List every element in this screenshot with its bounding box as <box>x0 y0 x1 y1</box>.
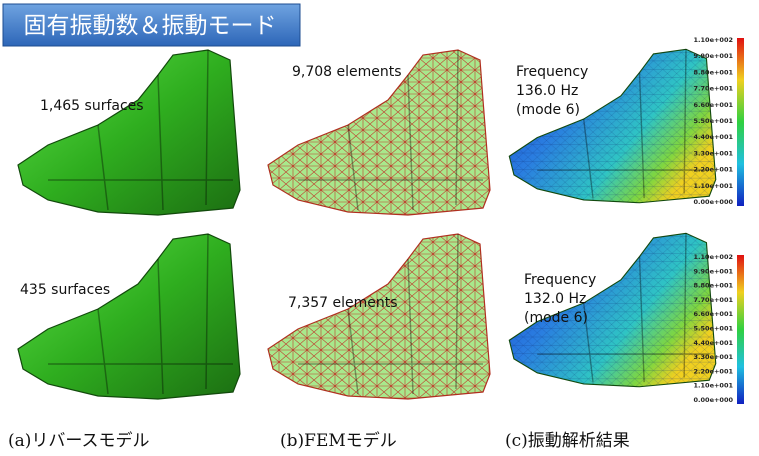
result-label: Frequency <box>516 64 588 80</box>
legend-label: 7.70e+001 <box>694 85 734 93</box>
legend-label: 8.80e+001 <box>694 282 734 290</box>
result-model-detail <box>537 233 710 383</box>
result-label: (mode 6) <box>524 310 588 326</box>
result-model <box>508 232 717 388</box>
legend-label: 4.40e+001 <box>694 133 734 141</box>
title-box <box>2 3 301 47</box>
legend-label: 4.40e+001 <box>694 339 734 347</box>
legend-label: 2.20e+001 <box>694 367 734 375</box>
model-label: 1,465 surfaces <box>40 98 144 114</box>
mesh-label: 7,357 elements <box>288 295 398 311</box>
caption: (b)FEMモデル <box>280 430 397 451</box>
legend-label: 5.50e+001 <box>694 117 734 125</box>
result-label: 136.0 Hz <box>516 83 578 99</box>
legend-label: 1.10e+002 <box>694 253 733 261</box>
legend-label: 0.00e+000 <box>694 396 734 404</box>
reverse-model <box>17 233 241 400</box>
reverse-model-detail <box>48 233 233 395</box>
model-label: 435 surfaces <box>20 282 110 298</box>
result-model <box>508 48 717 204</box>
legend-label: 6.60e+001 <box>694 101 734 109</box>
result-label: 132.0 Hz <box>524 291 586 307</box>
legend-label: 5.50e+001 <box>694 325 734 333</box>
legend-label: 3.30e+001 <box>694 149 734 157</box>
legend-label: 0.00e+000 <box>694 198 734 206</box>
reverse-model-detail <box>48 49 233 211</box>
legend-label: 1.10e+001 <box>694 382 734 390</box>
color-bar <box>737 38 744 206</box>
legend-label: 8.80e+001 <box>694 68 734 76</box>
legend-label: 6.60e+001 <box>694 310 734 318</box>
legend-label: 1.10e+001 <box>694 182 734 190</box>
caption: (c)振動解析結果 <box>505 431 630 451</box>
fem-model <box>267 49 491 216</box>
legend-label: 9.90e+001 <box>694 52 734 60</box>
fem-model-detail <box>298 233 483 395</box>
reverse-model <box>17 49 241 216</box>
fem-model-detail <box>298 49 483 211</box>
fem-model <box>267 233 491 400</box>
result-label: (mode 6) <box>516 102 580 118</box>
legend-label: 2.20e+001 <box>694 166 734 174</box>
legend-label: 7.70e+001 <box>694 296 734 304</box>
mesh-label: 9,708 elements <box>292 64 402 80</box>
legend-label: 9.90e+001 <box>694 267 734 275</box>
color-bar <box>737 255 744 404</box>
caption: (a)リバースモデル <box>8 430 150 451</box>
title: 固有振動数＆振動モード <box>24 13 277 39</box>
legend-label: 3.30e+001 <box>694 353 734 361</box>
result-model-detail <box>537 49 710 199</box>
result-label: Frequency <box>524 272 596 288</box>
rows: 1,465 surfaces 9,708 elements Frequency 136… <box>8 36 744 451</box>
legend-label: 1.10e+002 <box>694 36 733 44</box>
